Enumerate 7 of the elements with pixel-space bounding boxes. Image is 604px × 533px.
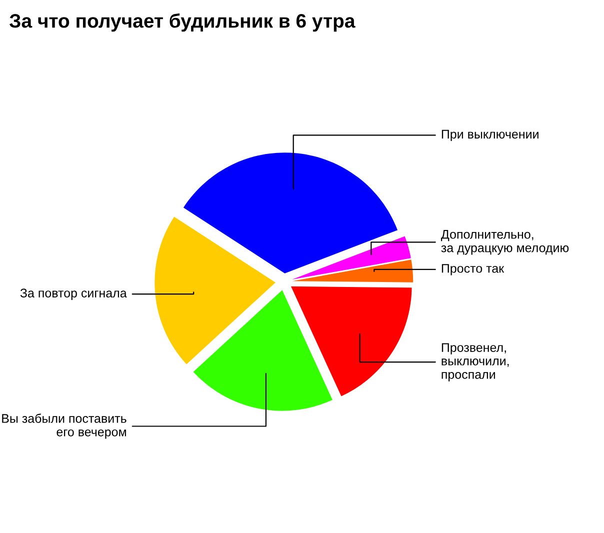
- slice-label: Прозвенел, выключили, проспали: [442, 343, 509, 382]
- slice-label: Вы забыли поставить его вечером: [2, 414, 126, 439]
- chart-title: За что получает будильник в 6 утра: [10, 13, 356, 32]
- slice-label: За повтор сигнала: [20, 288, 127, 300]
- slice-label: Дополнительно, за дурацкую мелодию: [441, 230, 569, 255]
- slice-label: При выключении: [442, 130, 538, 142]
- slice-label: Просто так: [442, 264, 504, 276]
